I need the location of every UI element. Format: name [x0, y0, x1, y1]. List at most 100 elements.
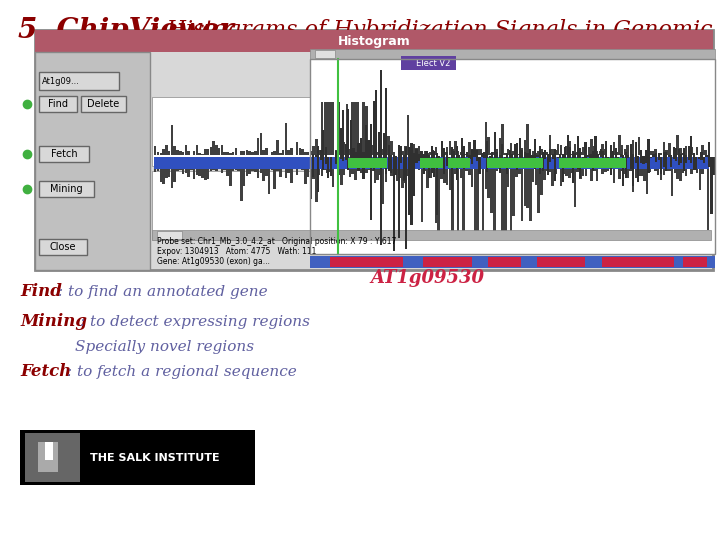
Bar [574, 169, 576, 207]
Bar [564, 157, 567, 160]
Bar [315, 155, 317, 157]
Bar [404, 146, 407, 155]
Bar [400, 146, 402, 157]
Bar [196, 169, 198, 174]
Bar [487, 137, 490, 155]
Bar [521, 169, 523, 221]
Bar [701, 157, 703, 160]
Bar [509, 157, 511, 163]
Text: Find: Find [20, 284, 62, 300]
Bar [428, 157, 430, 178]
Bar [181, 169, 184, 174]
Bar [413, 169, 415, 174]
Bar [400, 157, 402, 163]
Bar [284, 169, 287, 178]
Bar [596, 169, 598, 181]
Bar [575, 157, 577, 168]
Bar [329, 169, 332, 172]
Bar [368, 145, 371, 155]
Bar [630, 157, 632, 168]
Bar [539, 146, 541, 157]
Bar [571, 169, 573, 173]
Bar [235, 169, 237, 170]
Bar [464, 157, 465, 169]
Text: Mining: Mining [50, 184, 82, 194]
Bar [690, 157, 693, 163]
Bar [429, 152, 431, 155]
Bar [657, 169, 660, 175]
Bar [683, 148, 685, 157]
Bar [408, 147, 410, 157]
Bar [448, 158, 470, 168]
Bar [446, 157, 448, 166]
Bar [235, 147, 237, 155]
Bar [268, 169, 271, 194]
Bar [504, 153, 507, 155]
Bar [617, 157, 619, 166]
Bar [207, 169, 210, 179]
Bar [567, 135, 569, 157]
Bar [310, 59, 715, 254]
Bar [471, 148, 473, 157]
Bar [688, 157, 690, 160]
Bar [404, 169, 407, 183]
Bar [390, 141, 392, 155]
Text: Probe set: Chr1_Mb_3.0_4.2_at   Original position: X 79 : Y 617: Probe set: Chr1_Mb_3.0_4.2_at Original p… [157, 238, 397, 246]
Bar [650, 157, 652, 158]
Bar [645, 150, 647, 157]
Bar [637, 157, 639, 182]
Bar [568, 141, 570, 155]
Bar [296, 169, 298, 175]
Bar [538, 151, 540, 155]
Text: Delete: Delete [87, 99, 119, 109]
Bar [535, 153, 537, 155]
Bar [426, 151, 428, 157]
Bar [330, 157, 332, 177]
Bar [541, 152, 544, 157]
Bar [377, 169, 379, 180]
Bar [385, 157, 387, 174]
Bar [323, 102, 326, 155]
Bar [262, 169, 265, 180]
Bar [310, 49, 715, 59]
Bar [637, 169, 640, 176]
Bar [486, 141, 488, 157]
Bar [352, 148, 354, 157]
Bar [329, 102, 332, 155]
Bar [410, 143, 413, 157]
Bar [610, 157, 612, 175]
Bar [610, 148, 612, 155]
Bar [708, 141, 710, 157]
Bar [451, 146, 453, 157]
Bar [660, 157, 662, 174]
Bar [501, 144, 503, 157]
Bar [646, 169, 649, 194]
Bar [355, 157, 357, 160]
Text: Fetch: Fetch [50, 149, 77, 159]
Bar [690, 147, 693, 155]
Bar [565, 146, 568, 155]
Bar [624, 148, 626, 155]
Bar [377, 157, 379, 166]
Bar [491, 157, 493, 164]
Bar [25, 433, 80, 482]
Bar [357, 102, 359, 155]
Bar [415, 157, 418, 163]
Bar [468, 141, 470, 155]
Bar [642, 156, 644, 157]
Bar [279, 169, 282, 177]
Bar [435, 169, 437, 222]
Bar [371, 169, 373, 171]
Bar [440, 169, 443, 179]
Bar [597, 154, 599, 157]
Bar [451, 157, 453, 210]
Bar [585, 157, 587, 163]
Bar [559, 157, 562, 165]
Bar [307, 169, 310, 177]
Bar [405, 157, 408, 249]
Bar [420, 157, 423, 160]
Bar [514, 157, 516, 168]
Bar [382, 149, 384, 155]
Bar [351, 102, 354, 155]
Bar [595, 136, 597, 157]
